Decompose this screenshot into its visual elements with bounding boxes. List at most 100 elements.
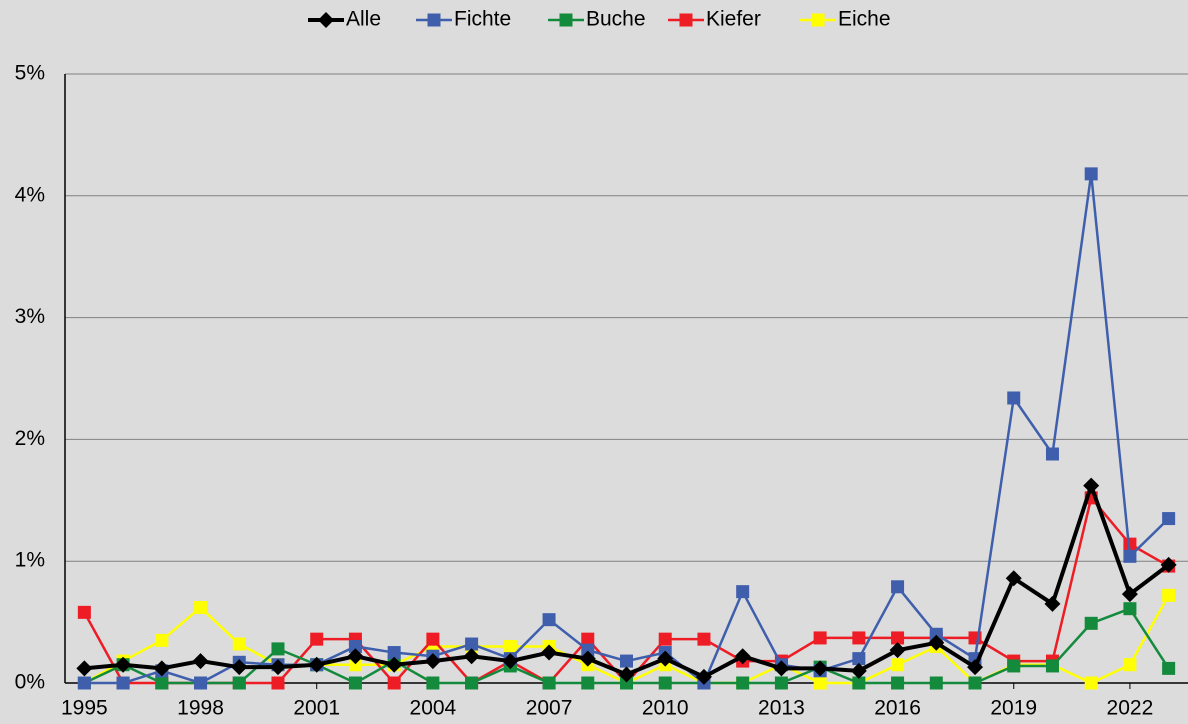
marker [657,650,674,667]
marker [116,676,130,690]
marker [1162,661,1176,675]
legend-label: Buche [586,8,646,31]
marker [736,676,750,690]
marker [231,659,248,676]
marker [773,660,790,677]
marker [1162,588,1176,602]
marker [813,676,827,690]
y-tick-label: 0% [15,671,45,694]
marker [192,653,209,670]
marker [308,656,325,673]
marker [620,676,633,690]
marker [348,658,362,672]
marker [387,676,401,690]
x-tick-label: 2013 [758,697,805,720]
marker [463,648,480,665]
marker [348,639,362,653]
marker [1084,676,1098,690]
marker [318,12,334,28]
marker [1123,602,1137,616]
marker [1160,556,1177,573]
marker [194,600,208,614]
legend-label: Eiche [838,8,891,31]
marker [579,650,596,667]
marker [271,642,285,656]
marker [736,585,750,599]
marker [928,634,945,651]
marker [1123,549,1137,563]
marker [386,656,403,673]
marker [1084,167,1098,181]
marker [1123,658,1137,672]
marker [852,652,866,666]
marker [581,632,595,646]
legend-item: Kiefer [668,8,761,31]
marker [427,13,441,27]
marker [929,627,943,641]
x-tick-label: 2007 [526,697,573,720]
marker [426,676,440,690]
marker [658,676,672,690]
marker [232,637,246,651]
marker [968,676,982,690]
marker [891,658,905,672]
x-tick-label: 2001 [293,697,340,720]
marker [1045,659,1059,673]
marker [465,637,479,651]
y-tick-label: 4% [15,183,45,206]
marker [77,676,91,690]
legend-label: Kiefer [706,8,761,31]
marker [581,643,595,657]
marker [850,662,867,679]
marker [1007,659,1021,673]
marker [1162,512,1176,526]
marker [465,676,479,690]
marker [1005,570,1022,587]
marker [424,653,441,670]
marker [697,632,711,646]
marker [852,631,866,645]
marker [387,646,401,660]
marker [1083,477,1100,494]
x-tick-label: 2022 [1107,697,1154,720]
marker [774,676,788,690]
marker [76,660,93,677]
marker [1045,447,1059,461]
x-tick-label: 2004 [410,697,457,720]
marker [542,676,556,690]
legend-label: Alle [346,8,381,31]
marker [115,656,132,673]
marker [618,666,635,683]
marker [581,676,595,690]
marker [929,676,943,690]
marker [541,644,558,661]
y-tick-label: 5% [15,62,45,85]
marker [734,648,751,665]
y-tick-label: 2% [15,427,45,450]
marker [1044,595,1061,612]
marker [1084,616,1098,630]
marker [194,676,208,690]
marker [891,631,905,645]
marker [155,633,169,647]
series [76,477,1177,685]
marker [559,13,573,27]
marker [695,668,712,685]
marker [620,654,633,668]
marker [813,631,827,645]
marker [271,676,285,690]
marker [347,648,364,665]
series-line [84,173,1170,685]
marker [542,613,556,627]
marker [812,660,829,677]
marker [77,605,91,619]
marker [1121,586,1138,603]
marker [310,632,324,646]
marker [891,676,905,690]
y-tick-label: 3% [15,305,45,328]
x-tick-label: 1995 [61,697,108,720]
x-tick-label: 2019 [990,697,1037,720]
x-tick-label: 1998 [177,697,224,720]
legend-item: Eiche [800,8,891,31]
